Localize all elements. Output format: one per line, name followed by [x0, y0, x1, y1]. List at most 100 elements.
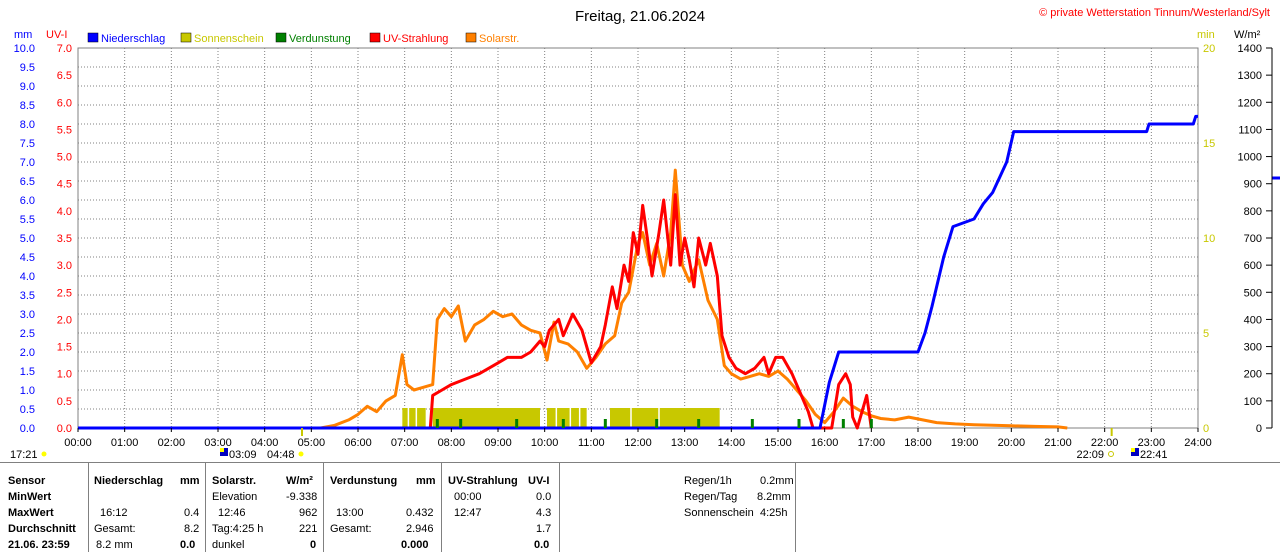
y-wm2-tick-label: 1200: [1238, 97, 1262, 109]
uv-unit: UV-I: [528, 475, 550, 487]
y-uv-tick-label: 5.0: [57, 152, 72, 164]
y-uv-tick-label: 7.0: [57, 43, 72, 55]
niederschlag-max-val: 0.4: [184, 507, 200, 519]
sunset-prev-time: 17:21: [10, 449, 38, 461]
y-mm-tick-label: 3.5: [20, 290, 35, 302]
x-tick-label: 03:00: [204, 437, 232, 449]
verdunstung-header: Verdunstung: [330, 475, 398, 487]
y-wm2-tick-label: 100: [1244, 396, 1262, 408]
x-tick-label: 09:00: [484, 437, 512, 449]
y-wm2-tick-label: 400: [1244, 314, 1262, 326]
axis-unit-mm: mm: [14, 29, 32, 41]
y-uv-tick-label: 6.5: [57, 70, 72, 82]
verdunstung-mark: [750, 419, 754, 428]
table-divider: [441, 463, 442, 552]
y-wm2-tick-label: 1400: [1238, 43, 1262, 55]
y-mm-tick-label: 8.0: [20, 119, 35, 131]
x-tick-label: 14:00: [718, 437, 746, 449]
x-tick-label: 11:00: [578, 437, 605, 449]
niederschlag-last-val: 0.0: [180, 539, 196, 551]
y-min-tick-label: 15: [1203, 138, 1215, 150]
x-tick-label: 18:00: [904, 437, 932, 449]
row-label-sensor: Sensor: [8, 475, 46, 487]
verdunstung-mark: [561, 419, 565, 428]
x-tick-label: 20:00: [998, 437, 1026, 449]
y-mm-tick-label: 6.0: [20, 195, 35, 207]
solar-max-val: 962: [299, 507, 318, 519]
table-divider: [559, 463, 560, 552]
solar-tag-val: 221: [299, 523, 318, 535]
verdunstung-last-val: 0.000: [401, 539, 429, 551]
y-mm-tick-label: 9.5: [20, 62, 35, 74]
y-mm-tick-label: 6.5: [20, 176, 35, 188]
verdunstung-gesamt-val: 2.946: [406, 523, 434, 535]
y-uv-tick-label: 3.0: [57, 260, 72, 272]
summary-sonnenschein-val: 4:25h: [760, 507, 788, 519]
series-line-uvstrahlung: [428, 193, 873, 430]
x-tick-label: 04:00: [251, 437, 279, 449]
axis-unit-uv: UV-I: [46, 29, 67, 41]
y-uv-tick-label: 5.5: [57, 124, 72, 136]
row-label-max: MaxWert: [8, 507, 54, 519]
solar-tag-label: Tag:4:25 h: [212, 523, 264, 535]
y-mm-tick-label: 7.5: [20, 138, 35, 150]
y-min-tick-label: 5: [1203, 328, 1209, 340]
table-divider: [323, 463, 324, 552]
x-tick-label: 19:00: [951, 437, 979, 449]
moonrise-time: 03:09: [229, 449, 257, 461]
niederschlag-gesamt-label: Gesamt:: [94, 523, 136, 535]
chart-title: Freitag, 21.06.2024: [575, 8, 705, 25]
y-mm-tick-label: 7.0: [20, 157, 35, 169]
summary-regen-1h-label: Regen/1h: [684, 475, 732, 487]
y-mm-tick-label: 3.0: [20, 309, 35, 321]
y-wm2-tick-label: 700: [1244, 233, 1262, 245]
summary-sonnenschein-label: Sonnenschein: [684, 507, 754, 519]
y-mm-tick-label: 10.0: [14, 43, 35, 55]
verdunstung-mark: [797, 419, 801, 428]
y-mm-tick-label: 1.5: [20, 366, 35, 378]
sun-dot-icon: [1108, 451, 1114, 457]
y-wm2-tick-label: 1300: [1238, 70, 1262, 82]
axis-unit-min: min: [1197, 29, 1215, 41]
series-line-solarstr: [320, 168, 1068, 430]
solar-dunkel-label: dunkel: [212, 539, 245, 551]
solar-elev-val: -9.338: [286, 491, 318, 503]
legend-label: UV-Strahlung: [383, 33, 448, 45]
legend-swatch: [87, 32, 99, 43]
summary-regen-tag-label: Regen/Tag: [684, 491, 738, 503]
y-wm2-tick-label: 0: [1256, 423, 1262, 435]
sunrise-time: 04:48: [267, 449, 295, 461]
niederschlag-unit: mm: [180, 475, 200, 487]
niederschlag-gesamt-val: 8.2: [184, 523, 200, 535]
sunset-time: 22:09: [1076, 449, 1104, 461]
y-uv-tick-label: 1.0: [57, 369, 72, 381]
y-uv-tick-label: 4.5: [57, 179, 72, 191]
verdunstung-mark: [841, 419, 845, 428]
legend-swatch: [275, 32, 287, 43]
solar-elev-label: Elevation: [212, 491, 258, 503]
solar-max-time: 12:46: [218, 507, 246, 519]
x-tick-label: 22:00: [1091, 437, 1119, 449]
y-wm2-tick-label: 900: [1244, 179, 1262, 191]
sonnenschein-bar: [610, 408, 720, 428]
chart-series: [78, 114, 1280, 430]
verdunstung-mark: [515, 419, 519, 428]
y-wm2-tick-label: 600: [1244, 260, 1262, 272]
verdunstung-mark: [697, 419, 701, 428]
uv-last-val: 0.0: [534, 539, 550, 551]
y-wm2-tick-label: 200: [1244, 369, 1262, 381]
verdunstung-max-val: 0.432: [406, 507, 434, 519]
y-uv-tick-label: 4.0: [57, 206, 72, 218]
y-mm-tick-label: 0.0: [20, 423, 35, 435]
solar-header: Solarstr.: [212, 475, 257, 487]
solar-unit: W/m²: [286, 475, 313, 487]
y-mm-tick-label: 0.5: [20, 404, 35, 416]
y-mm-tick-label: 2.0: [20, 347, 35, 359]
verdunstung-mark: [435, 419, 439, 428]
y-mm-tick-label: 5.5: [20, 214, 35, 226]
x-tick-label: 23:00: [1138, 437, 1166, 449]
uv-avg-val: 1.7: [536, 523, 552, 535]
x-tick-label: 08:00: [438, 437, 466, 449]
moonset-time: 22:41: [1140, 449, 1168, 461]
